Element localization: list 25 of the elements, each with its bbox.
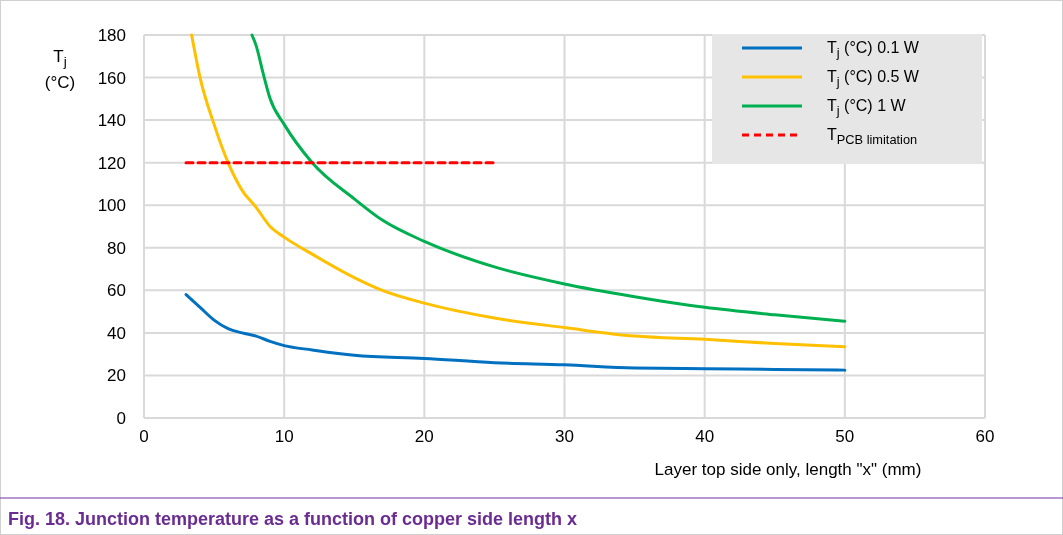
y-tick-label: 20 — [107, 366, 126, 386]
x-tick-label: 60 — [975, 427, 995, 446]
x-tick-label: 30 — [555, 427, 574, 446]
x-tick-label: 0 — [139, 427, 149, 446]
x-tick-label: 20 — [414, 427, 434, 446]
y-tick-label: 0 — [116, 409, 126, 428]
y-axis-title: T$_{j}$ (°C) — [44, 47, 76, 92]
y-tick-label: 120 — [97, 153, 126, 173]
legend-label: T$_{PCB limitation}$ — [827, 126, 918, 147]
line-series — [184, 293, 847, 372]
x-tick-label: 40 — [695, 427, 715, 446]
x-axis-title: Layer top side only, length "x" (mm) — [654, 460, 922, 479]
legend-label: T$_{j}$ (°C) 1 W — [827, 97, 907, 118]
y-tick-label: 180 — [97, 26, 126, 45]
legend-label: T$_{j}$ (°C) 0.1 W — [827, 39, 920, 60]
y-tick-label: 60 — [107, 281, 126, 301]
y-tick-label: 80 — [107, 238, 126, 258]
text: Fig. 18. Junction temperature as a function of copper side length x — [8, 509, 578, 529]
legend-label: T$_{j}$ (°C) 0.5 W — [827, 68, 920, 89]
x-tick-label: 10 — [274, 427, 294, 446]
x-tick-label: 50 — [835, 427, 855, 446]
y-tick-label: 160 — [97, 68, 126, 88]
y-tick-label: 40 — [107, 323, 126, 343]
y-tick-label: 100 — [97, 196, 126, 216]
y-tick-label: 140 — [97, 111, 126, 131]
